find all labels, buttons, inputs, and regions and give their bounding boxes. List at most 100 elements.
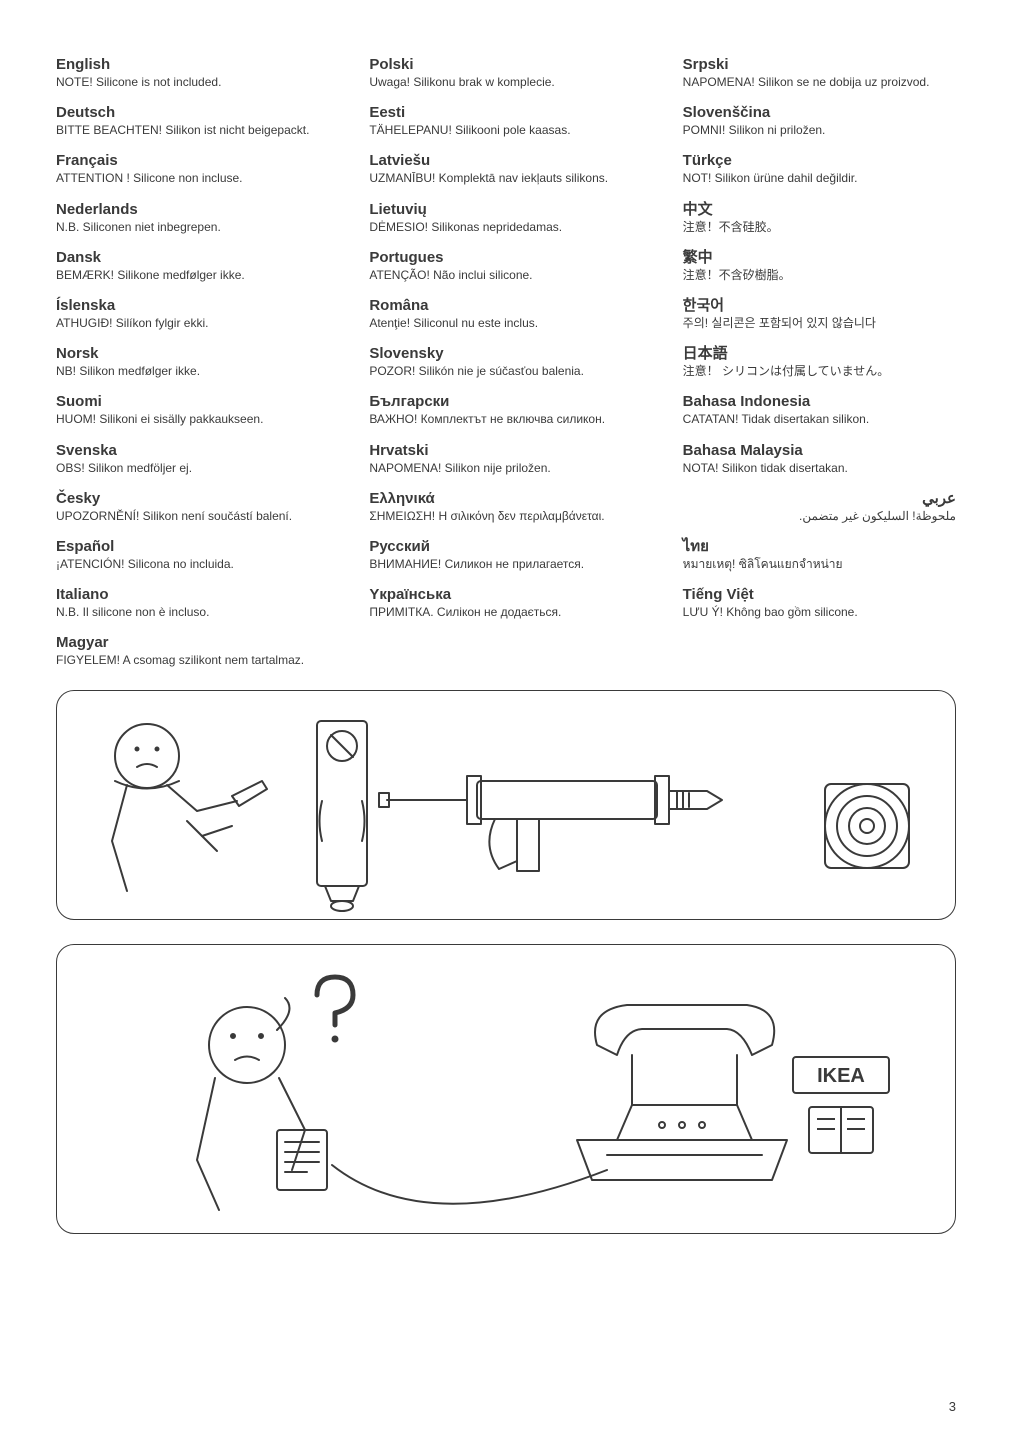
lang-text: UZMANĪBU! Komplektā nav iekļauts silikon… (369, 170, 642, 186)
lang-block: TürkçeNOT! Silikon ürüne dahil değildir. (683, 152, 956, 186)
lang-block: 한국어주의! 실리콘은 포함되어 있지 않습니다 (683, 297, 956, 331)
lang-text: UPOZORNĚNÍ! Silikon není součástí balení… (56, 508, 329, 524)
lang-block: Bahasa IndonesiaCATATAN! Tidak disertaka… (683, 393, 956, 427)
lang-block: PortuguesATENÇÃO! Não inclui silicone. (369, 249, 642, 283)
lang-title: Magyar (56, 634, 329, 652)
lang-block: SvenskaOBS! Silikon medföljer ej. (56, 442, 329, 476)
page-number: 3 (949, 1399, 956, 1414)
lang-block: ไทยหมายเหตุ! ซิลิโคนแยกจำหน่าย (683, 538, 956, 572)
lang-block: LietuviųDĖMESIO! Silikonas nepridedamas. (369, 201, 642, 235)
lang-text: NOT! Silikon ürüne dahil değildir. (683, 170, 956, 186)
contact-ikea-illustration: IKEA (56, 944, 956, 1234)
lang-title: Yкраїнська (369, 586, 642, 604)
lang-block: Español¡ATENCIÓN! Silicona no incluida. (56, 538, 329, 572)
lang-title: Portugues (369, 249, 642, 267)
lang-title: Íslenska (56, 297, 329, 315)
lang-title: Русский (369, 538, 642, 556)
lang-title: Srpski (683, 56, 956, 74)
lang-title: Dansk (56, 249, 329, 267)
lang-title: 한국어 (683, 297, 956, 315)
lang-text: TÄHELEPANU! Silikooni pole kaasas. (369, 122, 642, 138)
lang-title: Nederlands (56, 201, 329, 219)
lang-block: NederlandsN.B. Siliconen niet inbegrepen… (56, 201, 329, 235)
silicone-not-included-illustration (56, 690, 956, 920)
lang-title: Italiano (56, 586, 329, 604)
lang-block: Bahasa MalaysiaNOTA! Silikon tidak diser… (683, 442, 956, 476)
lang-block: RomânaAtenţie! Siliconul nu este inclus. (369, 297, 642, 331)
lang-title: عربي (683, 490, 956, 508)
lang-text: DĖMESIO! Silikonas nepridedamas. (369, 219, 642, 235)
silicone-cartridge-icon (825, 784, 909, 868)
lang-text: ВАЖНО! Комплектът не включва силикон. (369, 411, 642, 427)
lang-title: Français (56, 152, 329, 170)
lang-text: Atenţie! Siliconul nu este inclus. (369, 315, 642, 331)
lang-text: ATENÇÃO! Não inclui silicone. (369, 267, 642, 283)
lang-block: YкраїнськаПРИМІТКА. Силікон не додається… (369, 586, 642, 620)
lang-block: SlovenščinaPOMNI! Silikon ni priložen. (683, 104, 956, 138)
lang-text: BEMÆRK! Silikone medfølger ikke. (56, 267, 329, 283)
column-3: SrpskiNAPOMENA! Silikon se ne dobija uz … (683, 56, 956, 682)
lang-block: LatviešuUZMANĪBU! Komplektā nav iekļauts… (369, 152, 642, 186)
lang-text: ATTENTION ! Silicone non incluse. (56, 170, 329, 186)
lang-title: Česky (56, 490, 329, 508)
lang-text: หมายเหตุ! ซิลิโคนแยกจำหน่าย (683, 556, 956, 572)
lang-text: HUOM! Silikoni ei sisälly pakkaukseen. (56, 411, 329, 427)
lang-text: NOTA! Silikon tidak disertakan. (683, 460, 956, 476)
lang-title: Lietuvių (369, 201, 642, 219)
lang-text: NOTE! Silicone is not included. (56, 74, 329, 90)
person-figure (112, 724, 267, 891)
confused-person (197, 977, 607, 1210)
lang-block: SrpskiNAPOMENA! Silikon se ne dobija uz … (683, 56, 956, 90)
silicone-tube-prohibited (317, 721, 367, 911)
lang-text: 注意！不含矽樹脂。 (683, 267, 956, 283)
phone-icon (577, 1005, 787, 1180)
lang-title: Suomi (56, 393, 329, 411)
lang-block: Tiếng ViệtLƯU Ý! Không bao gồm silicone. (683, 586, 956, 620)
lang-title: Bahasa Indonesia (683, 393, 956, 411)
lang-block: NorskNB! Silikon medfølger ikke. (56, 345, 329, 379)
lang-text: ATHUGIÐ! Silíkon fylgir ekki. (56, 315, 329, 331)
lang-title: Български (369, 393, 642, 411)
lang-text: FIGYELEM! A csomag szilikont nem tartalm… (56, 652, 329, 668)
lang-text: NAPOMENA! Silikon se ne dobija uz proizv… (683, 74, 956, 90)
lang-block: PolskiUwaga! Silikonu brak w komplecie. (369, 56, 642, 90)
lang-text: CATATAN! Tidak disertakan silikon. (683, 411, 956, 427)
lang-block: ItalianoN.B. Il silicone non è incluso. (56, 586, 329, 620)
lang-title: Bahasa Malaysia (683, 442, 956, 460)
lang-text: LƯU Ý! Không bao gồm silicone. (683, 604, 956, 620)
lang-text: POZOR! Silikón nie je súčasťou balenia. (369, 363, 642, 379)
column-1: EnglishNOTE! Silicone is not included.De… (56, 56, 329, 682)
lang-title: 日本語 (683, 345, 956, 363)
lang-text: ΣΗΜΕΙΩΣΗ! Η σιλικόνη δεν περιλαμβάνεται. (369, 508, 642, 524)
lang-text: BITTE BEACHTEN! Silikon ist nicht beigep… (56, 122, 329, 138)
lang-title: Slovensky (369, 345, 642, 363)
lang-title: Español (56, 538, 329, 556)
lang-title: ไทย (683, 538, 956, 556)
lang-title: Latviešu (369, 152, 642, 170)
lang-block: DeutschBITTE BEACHTEN! Silikon ist nicht… (56, 104, 329, 138)
lang-title: Hrvatski (369, 442, 642, 460)
lang-text: 注意！ シリコンは付属していません。 (683, 363, 956, 379)
lang-title: Slovenščina (683, 104, 956, 122)
lang-block: عربيملحوظة! السليكون غير متضمن. (683, 490, 956, 524)
lang-block: ČeskyUPOZORNĚNÍ! Silikon není součástí b… (56, 490, 329, 524)
caulk-gun-icon (379, 776, 722, 871)
ikea-logo-text: IKEA (817, 1065, 865, 1087)
lang-text: N.B. Siliconen niet inbegrepen. (56, 219, 329, 235)
lang-title: Norsk (56, 345, 329, 363)
lang-block: 日本語注意！ シリコンは付属していません。 (683, 345, 956, 379)
lang-text: ¡ATENCIÓN! Silicona no incluida. (56, 556, 329, 572)
lang-block: РусскийВНИМАНИЕ! Силикон не прилагается. (369, 538, 642, 572)
lang-title: 中文 (683, 201, 956, 219)
language-columns: EnglishNOTE! Silicone is not included.De… (56, 56, 956, 682)
lang-title: Svenska (56, 442, 329, 460)
lang-title: Româna (369, 297, 642, 315)
lang-text: OBS! Silikon medföljer ej. (56, 460, 329, 476)
lang-title: Eesti (369, 104, 642, 122)
lang-block: 中文注意！不含硅胶。 (683, 201, 956, 235)
lang-title: Polski (369, 56, 642, 74)
lang-text: NAPOMENA! Silikon nije priložen. (369, 460, 642, 476)
lang-title: Tiếng Việt (683, 586, 956, 604)
lang-text: 주의! 실리콘은 포함되어 있지 않습니다 (683, 315, 956, 331)
lang-block: DanskBEMÆRK! Silikone medfølger ikke. (56, 249, 329, 283)
